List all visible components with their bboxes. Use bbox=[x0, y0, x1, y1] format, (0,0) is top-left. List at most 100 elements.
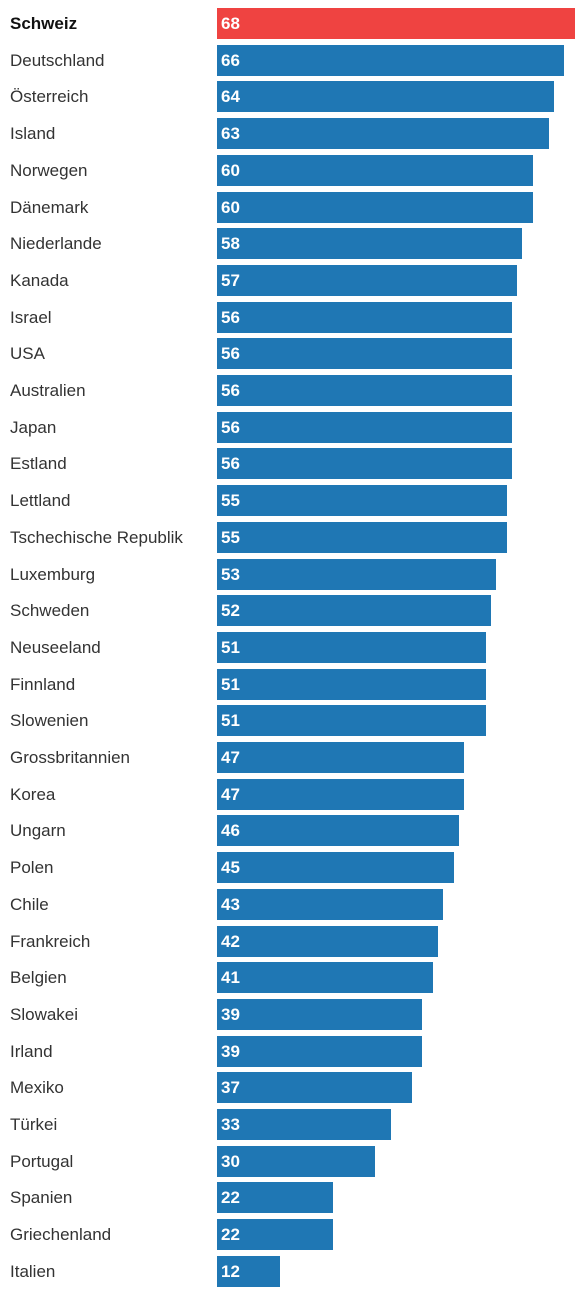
bar bbox=[217, 375, 512, 406]
bar bbox=[217, 1219, 333, 1251]
bar-row: Slowakei 39 bbox=[0, 998, 582, 1030]
category-label: Slowakei bbox=[10, 1004, 79, 1024]
bar bbox=[217, 815, 460, 847]
category-label: Polen bbox=[10, 858, 54, 878]
bar bbox=[217, 778, 465, 810]
category-label: Türkei bbox=[10, 1115, 58, 1134]
bar-row: Japan 56 bbox=[0, 411, 582, 443]
bar-row: Neuseeland 51 bbox=[0, 631, 582, 663]
category-label: Neuseeland bbox=[10, 637, 101, 657]
category-label: Griechenland bbox=[10, 1225, 112, 1245]
category-label: Slowenien bbox=[10, 711, 89, 731]
category-label: Luxemburg bbox=[10, 564, 96, 584]
bar bbox=[217, 264, 518, 296]
category-label: USA bbox=[10, 344, 45, 364]
bar bbox=[217, 81, 554, 113]
bar-row: USA 56 bbox=[0, 338, 582, 370]
bar-row: Mexiko 37 bbox=[0, 1072, 582, 1104]
value-label: 68 bbox=[221, 14, 240, 33]
value-label: 56 bbox=[221, 344, 240, 364]
category-label: Frankreich bbox=[10, 931, 91, 951]
category-label: Tschechische Republik bbox=[10, 527, 183, 547]
bar bbox=[217, 1255, 281, 1287]
bar-row: Schweden 52 bbox=[0, 595, 582, 627]
bar bbox=[217, 1109, 391, 1140]
category-label: Kanada bbox=[10, 270, 69, 290]
bar bbox=[217, 228, 523, 260]
bar bbox=[217, 962, 433, 994]
bar-row: Belgien 41 bbox=[0, 962, 582, 994]
bar-row: Ungarn 46 bbox=[0, 815, 582, 847]
value-label: 30 bbox=[221, 1151, 240, 1171]
category-label: Deutschland bbox=[10, 50, 105, 70]
bar bbox=[217, 1072, 412, 1104]
bar-row: Israel 56 bbox=[0, 301, 582, 333]
value-label: 55 bbox=[221, 491, 240, 511]
bar bbox=[217, 595, 491, 627]
bar bbox=[217, 742, 465, 773]
value-label: 43 bbox=[221, 894, 240, 914]
category-label: Niederlande bbox=[10, 234, 102, 254]
value-label: 51 bbox=[221, 674, 240, 694]
value-label: 41 bbox=[221, 968, 240, 988]
value-label: 45 bbox=[221, 858, 240, 878]
value-label: 64 bbox=[221, 87, 240, 107]
value-label: 39 bbox=[221, 1041, 240, 1061]
category-label: Israel bbox=[10, 307, 52, 327]
category-label: Schweden bbox=[10, 601, 90, 621]
category-label: Dänemark bbox=[10, 197, 89, 217]
category-label: Estland bbox=[10, 454, 67, 474]
bar-row: Polen 45 bbox=[0, 852, 582, 884]
value-label: 22 bbox=[221, 1188, 240, 1208]
bar bbox=[217, 8, 575, 39]
category-label: Portugal bbox=[10, 1151, 74, 1171]
bar-row: Korea 47 bbox=[0, 778, 582, 810]
bar-row: Norwegen 60 bbox=[0, 154, 582, 186]
value-label: 47 bbox=[221, 748, 240, 767]
value-label: 66 bbox=[221, 50, 240, 70]
value-label: 55 bbox=[221, 527, 240, 547]
bar bbox=[217, 301, 512, 333]
value-label: 12 bbox=[221, 1261, 240, 1281]
value-label: 53 bbox=[221, 564, 240, 584]
value-label: 56 bbox=[221, 454, 240, 474]
value-label: 46 bbox=[221, 821, 240, 841]
bar bbox=[217, 118, 549, 150]
category-label: Chile bbox=[10, 894, 49, 914]
category-label: Korea bbox=[10, 784, 56, 804]
bar bbox=[217, 1182, 333, 1214]
bar-row: Schweiz 68 bbox=[0, 8, 582, 39]
bar-row: Island 63 bbox=[0, 118, 582, 150]
value-label: 60 bbox=[221, 160, 240, 180]
value-label: 52 bbox=[221, 601, 240, 621]
bar-row: Slowenien 51 bbox=[0, 705, 582, 737]
bar-row: Niederlande 58 bbox=[0, 228, 582, 260]
category-label: Lettland bbox=[10, 491, 71, 511]
category-label: Irland bbox=[10, 1041, 53, 1061]
bar bbox=[217, 852, 454, 884]
category-label: Grossbritannien bbox=[10, 748, 131, 767]
bar bbox=[217, 338, 512, 370]
value-label: 51 bbox=[221, 637, 240, 657]
bar bbox=[217, 558, 497, 590]
value-label: 56 bbox=[221, 381, 240, 400]
category-label: Italien bbox=[10, 1261, 56, 1281]
bar-row: Türkei 33 bbox=[0, 1109, 582, 1140]
bar-row: Spanien 22 bbox=[0, 1182, 582, 1214]
category-label: Japan bbox=[10, 417, 57, 437]
bar bbox=[217, 631, 486, 663]
bar-row: Frankreich 42 bbox=[0, 925, 582, 957]
bar bbox=[217, 705, 486, 737]
category-label: Ungarn bbox=[10, 821, 66, 841]
bar-row: Australien 56 bbox=[0, 375, 582, 406]
category-label: Finnland bbox=[10, 674, 76, 694]
value-label: 56 bbox=[221, 417, 240, 437]
value-label: 57 bbox=[221, 270, 240, 290]
value-label: 58 bbox=[221, 234, 240, 254]
bar-row: Portugal 30 bbox=[0, 1145, 582, 1177]
value-label: 39 bbox=[221, 1004, 240, 1024]
bar bbox=[217, 154, 533, 186]
bar bbox=[217, 998, 423, 1030]
bar bbox=[217, 1145, 375, 1177]
value-label: 33 bbox=[221, 1115, 240, 1134]
